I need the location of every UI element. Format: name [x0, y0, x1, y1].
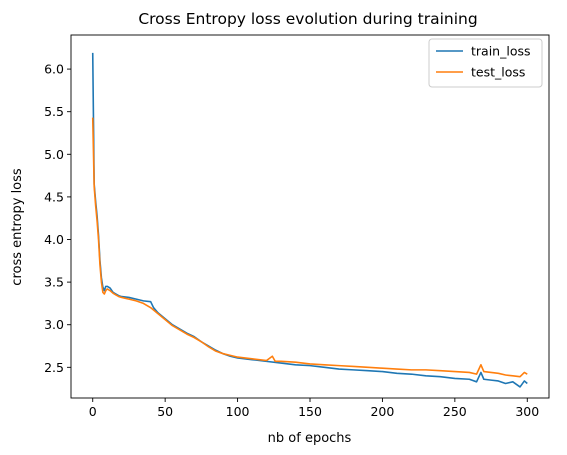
- y-tick-label: 5.0: [44, 147, 64, 162]
- y-tick-label: 3.5: [44, 275, 64, 290]
- legend: train_loss test_loss: [428, 38, 543, 88]
- x-tick-label: 200: [370, 404, 394, 419]
- x-tick-label: 50: [157, 404, 173, 419]
- legend-label-train-loss: train_loss: [471, 44, 531, 59]
- x-tick-label: 250: [443, 404, 467, 419]
- y-tick-label: 2.5: [44, 360, 64, 375]
- y-axis-label: cross entropy loss: [10, 168, 25, 286]
- y-tick-label: 5.5: [44, 104, 64, 119]
- chart-title: Cross Entropy loss evolution during trai…: [138, 10, 477, 28]
- y-tick-label: 4.0: [44, 232, 64, 247]
- x-tick-label: 150: [298, 404, 322, 419]
- y-tick-label: 6.0: [44, 62, 64, 77]
- x-tick-label: 300: [515, 404, 539, 419]
- y-tick-label: 3.0: [44, 317, 64, 332]
- x-tick-label: 0: [89, 404, 97, 419]
- plot-lines: [91, 52, 528, 388]
- x-ticks: 0 50 100 150 200 250 300: [89, 398, 539, 419]
- legend-label-test-loss: test_loss: [471, 65, 525, 80]
- y-tick-label: 4.5: [44, 189, 64, 204]
- y-ticks: 2.5 3.0 3.5 4.0 4.5 5.0 5.5 6.0: [44, 62, 71, 375]
- x-axis-label: nb of epochs: [268, 431, 352, 446]
- x-tick-label: 100: [226, 404, 250, 419]
- series-line-test-loss: [91, 117, 528, 378]
